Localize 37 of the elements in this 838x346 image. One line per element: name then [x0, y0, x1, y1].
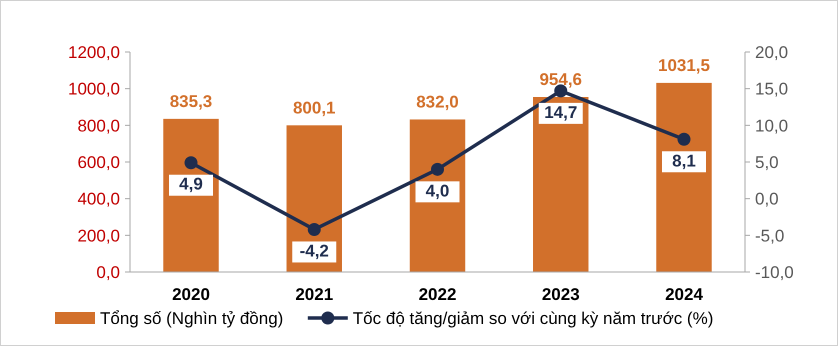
- y2-tick-label: 10,0: [755, 116, 788, 136]
- x-tick-label: 2022: [418, 285, 456, 304]
- y-tick-label: 1000,0: [68, 80, 120, 99]
- y2-tick-label: 5,0: [755, 153, 779, 172]
- data-label: 4,0: [426, 181, 450, 200]
- data-label: 1031,5: [658, 56, 710, 75]
- y2-tick-label: 15,0: [755, 80, 788, 99]
- bar: [656, 82, 712, 272]
- data-label: -4,2: [300, 241, 329, 260]
- data-label: 14,7: [544, 102, 578, 122]
- x-tick-label: 2020: [172, 285, 210, 304]
- data-label: 832,0: [416, 92, 459, 112]
- y2-tick-label: 20,0: [755, 43, 788, 62]
- y-tick-label: 0,0: [96, 263, 120, 282]
- y-tick-label: 200,0: [77, 226, 120, 246]
- y2-tick-label: 0,0: [755, 190, 779, 209]
- y-tick-label: 400,0: [77, 190, 120, 209]
- y2-tick-label: -5,0: [755, 226, 784, 246]
- data-label: 954,6: [539, 70, 582, 89]
- data-label: 4,9: [179, 174, 203, 194]
- y2-tick-label: -10,0: [755, 263, 794, 282]
- y-tick-label: 600,0: [77, 153, 120, 172]
- point: [308, 222, 321, 236]
- data-label: 800,1: [292, 98, 336, 118]
- data-label: 835,3: [170, 92, 212, 111]
- legend-label: Tổng số (Nghìn tỷ đồng): [100, 309, 284, 328]
- data-label: 8,1: [672, 151, 696, 170]
- point: [431, 162, 444, 176]
- x-tick-label: 2023: [542, 285, 580, 304]
- y-tick-label: 1200,0: [68, 43, 120, 62]
- x-tick-label: 2021: [295, 285, 334, 304]
- point: [677, 132, 690, 146]
- bar: [533, 96, 588, 272]
- legend-label: Tốc độ tăng/giảm so với cùng kỳ năm trước (%): [352, 309, 714, 328]
- y-tick-label: 800,0: [77, 116, 120, 136]
- point: [184, 156, 198, 170]
- x-tick-label: 2024: [665, 285, 704, 304]
